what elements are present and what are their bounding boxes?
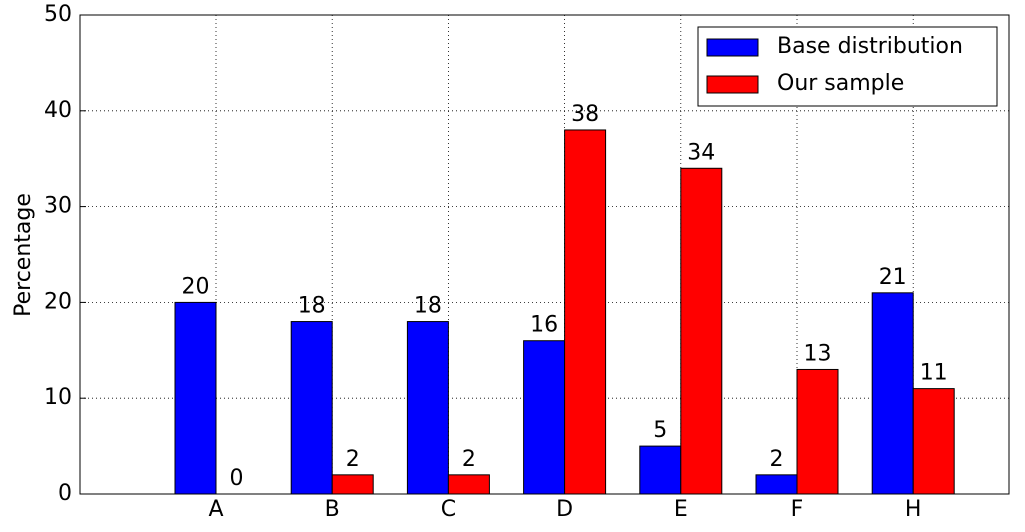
value-label: 5 [653, 418, 667, 443]
bar [331, 474, 374, 495]
y-tick-label: 0 [58, 481, 72, 506]
bar [290, 321, 333, 495]
y-tick-label: 20 [44, 289, 72, 314]
x-tick-label: F [791, 497, 804, 522]
value-label: 11 [920, 361, 948, 386]
value-label: 2 [346, 447, 360, 472]
value-label: 2 [770, 447, 784, 472]
bar [871, 292, 914, 495]
legend-swatch [706, 38, 759, 57]
value-label: 13 [804, 341, 832, 366]
y-axis-label: Percentage [11, 193, 36, 317]
value-label: 18 [414, 294, 442, 319]
y-tick-label: 30 [44, 194, 72, 219]
y-tick-label: 40 [44, 98, 72, 123]
bar [680, 167, 723, 495]
bar [639, 445, 682, 495]
x-tick-label: H [905, 497, 922, 522]
x-tick-label: B [325, 497, 340, 522]
value-label: 20 [182, 274, 210, 299]
bar [755, 474, 798, 495]
value-label: 34 [687, 140, 715, 165]
value-label: 2 [462, 447, 476, 472]
y-tick-label: 10 [44, 385, 72, 410]
x-tick-label: E [674, 497, 688, 522]
value-label: 21 [879, 265, 907, 290]
x-tick-label: A [208, 497, 223, 522]
value-label: 16 [530, 313, 558, 338]
legend-swatch [706, 75, 759, 94]
bar [406, 321, 449, 495]
y-tick-label: 50 [44, 2, 72, 27]
legend-label: Base distribution [777, 34, 963, 59]
bar [523, 340, 566, 495]
value-label: 38 [571, 102, 599, 127]
bar [447, 474, 490, 495]
bar [564, 129, 607, 495]
x-tick-label: D [556, 497, 573, 522]
bar [912, 388, 955, 495]
x-tick-label: C [441, 497, 456, 522]
value-label: 0 [230, 466, 244, 491]
bar [174, 301, 217, 495]
legend-label: Our sample [777, 71, 904, 96]
value-label: 18 [298, 294, 326, 319]
plot-frame [79, 14, 1010, 495]
bar [796, 368, 839, 495]
